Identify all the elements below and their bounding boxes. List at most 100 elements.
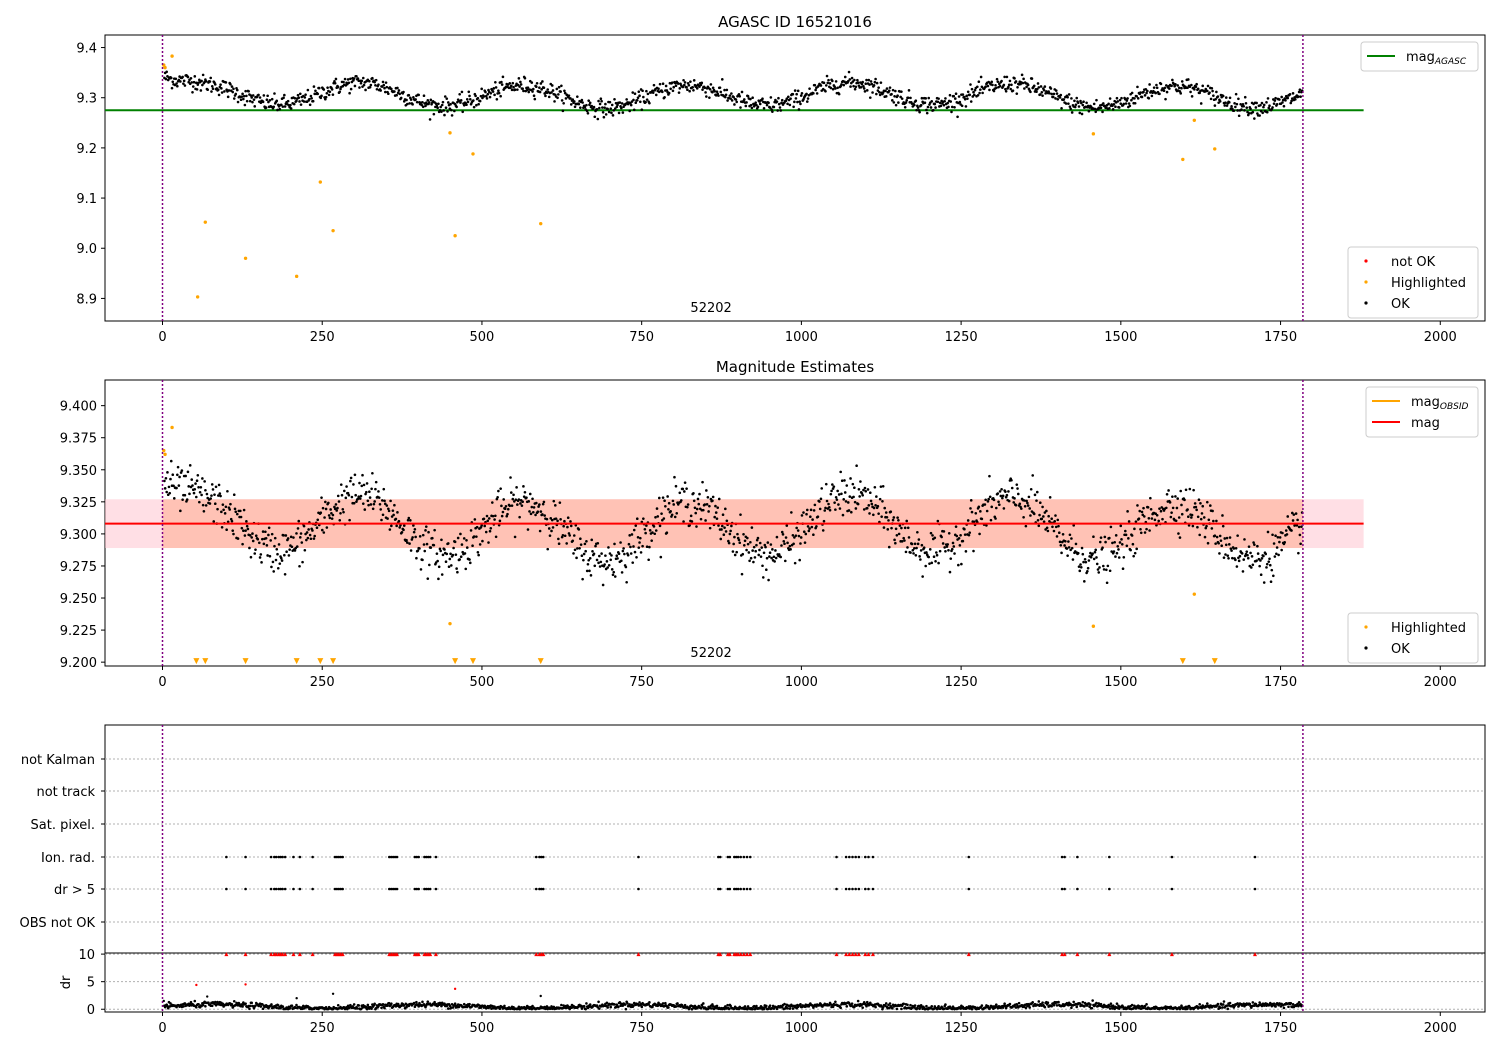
ok-point [1070, 111, 1074, 114]
panel-dr-xtick-label: 250 [310, 1021, 335, 1036]
ok-point [556, 96, 559, 100]
ok-point [1234, 558, 1237, 562]
dr-point [1248, 1002, 1252, 1006]
ok-point [217, 88, 220, 92]
ok-point [984, 498, 987, 502]
ok-point [535, 501, 538, 505]
ok-point [792, 542, 795, 546]
ok-point [1237, 97, 1240, 101]
ok-point [497, 489, 500, 493]
ok-point [421, 533, 425, 537]
ok-point [245, 94, 248, 98]
ok-point [521, 500, 524, 504]
ok-point [1095, 562, 1099, 566]
ok-point [1099, 106, 1103, 110]
ok-point [559, 90, 562, 93]
ok-point [725, 519, 729, 523]
ok-point [244, 89, 247, 93]
ok-point [576, 95, 579, 98]
ok-point [1058, 96, 1062, 99]
ok-point [1143, 531, 1147, 534]
ok-point [577, 528, 581, 531]
ok-point [293, 549, 297, 552]
ok-point [166, 471, 169, 474]
ok-point [1170, 84, 1173, 88]
ok-point [457, 99, 461, 103]
panel-mag-estimates-xtick-label: 1000 [785, 675, 818, 690]
ok-point [897, 532, 901, 536]
flag-event-point [413, 855, 417, 859]
flag-event-point [717, 887, 720, 891]
ok-point [686, 81, 690, 85]
ok-point [830, 489, 833, 493]
ok-point [836, 489, 839, 493]
ok-point [1177, 516, 1181, 519]
ok-point [861, 80, 864, 84]
ok-point [1117, 556, 1121, 559]
ok-point [1205, 524, 1208, 528]
ok-point [386, 517, 389, 520]
ok-point [607, 546, 610, 549]
ok-point [754, 549, 757, 553]
ok-point [937, 97, 940, 100]
dr-capped-marker [718, 952, 723, 957]
ok-point [541, 502, 545, 506]
ok-point [283, 573, 287, 576]
ok-point [576, 547, 579, 550]
ok-point [484, 90, 487, 94]
ok-point [179, 80, 182, 83]
ok-point [903, 105, 907, 109]
ok-point [1227, 556, 1230, 560]
dr-point [381, 1003, 385, 1006]
ok-point [242, 529, 245, 533]
ok-point [266, 554, 269, 557]
ok-point [438, 547, 442, 551]
ok-point [1000, 79, 1003, 83]
ok-point [834, 508, 837, 511]
ok-point [297, 96, 301, 99]
ok-point [790, 511, 793, 514]
ok-point [615, 105, 619, 109]
ok-point [951, 541, 955, 545]
flag-event-point [1170, 855, 1174, 859]
ok-point [400, 530, 404, 534]
ok-point [1251, 110, 1255, 114]
dr-capped-marker [283, 952, 288, 957]
ok-point [902, 536, 905, 540]
ok-point [754, 101, 757, 104]
ok-point [1211, 509, 1214, 513]
ok-point [468, 561, 472, 565]
ok-point [1070, 97, 1073, 100]
ok-point [248, 546, 251, 550]
dr-point [937, 1005, 940, 1008]
dr-point [701, 1005, 704, 1009]
ok-point [1174, 519, 1178, 523]
ok-point [1050, 517, 1053, 520]
ok-point [1130, 534, 1134, 537]
dr-capped-marker [850, 952, 855, 957]
ok-point [1057, 531, 1061, 535]
flag-event-point [335, 855, 339, 859]
panel-mag-ytick-label: 9.225 [60, 624, 97, 639]
ok-point [567, 532, 571, 535]
ok-point [913, 103, 916, 107]
ok-point [483, 524, 487, 528]
ok-point [920, 543, 924, 547]
flag-event-point [292, 855, 295, 859]
ok-point [777, 96, 780, 100]
ok-point [560, 84, 563, 88]
ok-point [261, 100, 265, 104]
dr-point [791, 1007, 795, 1010]
ok-point [213, 83, 217, 86]
ok-point [592, 105, 596, 109]
ok-point [254, 534, 258, 538]
ok-point [341, 507, 345, 511]
ok-point [223, 512, 227, 515]
ok-point [1079, 563, 1082, 566]
ok-point [191, 484, 194, 487]
dr-point [845, 1005, 849, 1008]
dr-point [1205, 1002, 1209, 1005]
ok-point [892, 516, 896, 519]
ok-point [894, 89, 897, 93]
ok-point [803, 541, 807, 544]
